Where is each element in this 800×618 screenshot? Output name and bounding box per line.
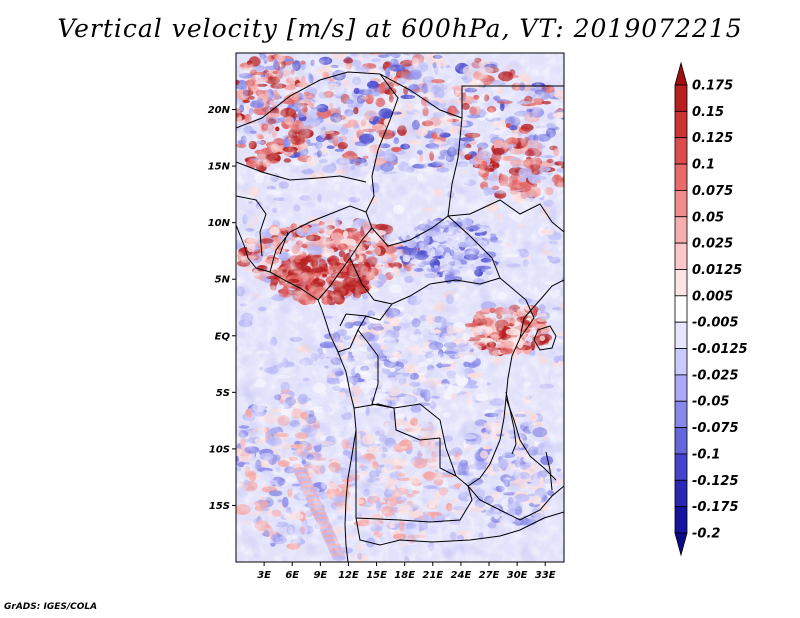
colorbar-segment [674,427,688,455]
lake-malawi [545,451,553,491]
lon-tick-label: 24E [451,570,472,581]
colorbar-label: 0.175 [692,79,733,94]
colorbar-segment [674,479,688,508]
colorbar-segment [674,163,688,191]
southern-border [355,511,564,546]
grads-credit: GrADS: IGES/COLA [4,602,98,612]
lake-victoria [533,325,557,351]
map-title: Vertical velocity [m/s] at 600hPa, VT: 2… [57,14,743,43]
lat-tick-label: 10N [208,218,231,229]
lon-tick-label: 27E [479,570,500,581]
colorbar-segment [674,321,688,349]
sudan-border [447,85,564,233]
colorbar-label: -0.005 [692,316,739,331]
colorbar-label: -0.1 [692,447,720,462]
lon-tick-label: 33E [535,570,556,581]
east-africa-border [505,279,564,481]
latitude-ticks: 20N 15N 10N 5N EQ 5S 10S 15S [208,105,236,512]
field-cell [415,566,421,572]
colorbar-segment [674,295,688,323]
lat-tick-label: 15S [209,501,230,512]
congo-border [337,313,367,353]
colorbar-label: 0.0125 [692,263,742,278]
colorbar-segment [674,190,688,218]
field-noise-blue [236,53,564,562]
lat-tick-label: 15N [208,162,231,173]
colorbar-label: -0.0125 [692,342,748,357]
lat-tick-label: 5N [215,275,231,286]
colorbar-segment [674,110,688,139]
gulf-of-guinea-coast [311,295,357,562]
colorbar-segment [674,348,688,376]
colorbar-segment [674,269,688,297]
lat-tick-label: 10S [209,444,230,455]
colorbar-segment [674,242,688,270]
velocity-field [236,53,564,572]
colorbar-label: 0.15 [692,105,724,120]
colorbar-segment [674,216,688,244]
lon-tick-label: 6E [285,570,299,581]
lon-tick-label: 30E [507,570,528,581]
colorbar-label: -0.2 [692,527,720,542]
colorbar: 0.175 0.15 0.125 0.1 0.075 0.05 0.025 0.0125 0.0… [674,61,748,557]
mali-niger-border [236,71,381,183]
lon-tick-label: 21E [422,570,443,581]
colorbar-label: 0.075 [692,184,733,199]
colorbar-top-triangle [674,61,688,86]
west-africa-coast [236,224,313,297]
colorbar-label: -0.05 [692,395,729,410]
colorbar-label: 0.125 [692,131,733,146]
colorbar-label: 0.025 [692,237,733,252]
longitude-ticks: 3E 6E 9E 12E 15E 18E 21E 24E 27E 30E 33E [257,562,556,581]
colorbar-segment [674,137,688,165]
map-frame [235,52,565,563]
colorbar-label: 0.1 [692,158,715,173]
colorbar-label: -0.025 [692,368,739,383]
colorbar-segment [674,400,688,428]
zambia-border [439,438,564,521]
lon-tick-label: 9E [313,570,327,581]
lon-tick-label: 18E [394,570,415,581]
colorbar-label: -0.125 [692,474,739,489]
lake-tanganyika [505,391,517,455]
colorbar-segment [674,453,688,481]
colorbar-segment [674,506,688,534]
colorbar-label: 0.005 [692,289,733,304]
colorbar-label: -0.175 [692,500,739,515]
lat-tick-label: 5S [216,388,230,399]
car-border [349,215,501,305]
colorbar-label: -0.075 [692,421,739,436]
lat-tick-label: 20N [208,105,231,116]
field-cell [380,563,385,566]
lon-tick-label: 12E [338,570,359,581]
burkina-border [236,195,289,257]
lon-tick-label: 15E [366,570,387,581]
colorbar-label: 0.05 [692,210,724,225]
colorbar-segment [674,374,688,402]
lat-tick-label: EQ [215,331,231,342]
country-borders [236,71,564,562]
colorbar-bottom-triangle [674,532,688,557]
lon-tick-label: 3E [257,570,271,581]
colorbar-segment [674,84,688,112]
